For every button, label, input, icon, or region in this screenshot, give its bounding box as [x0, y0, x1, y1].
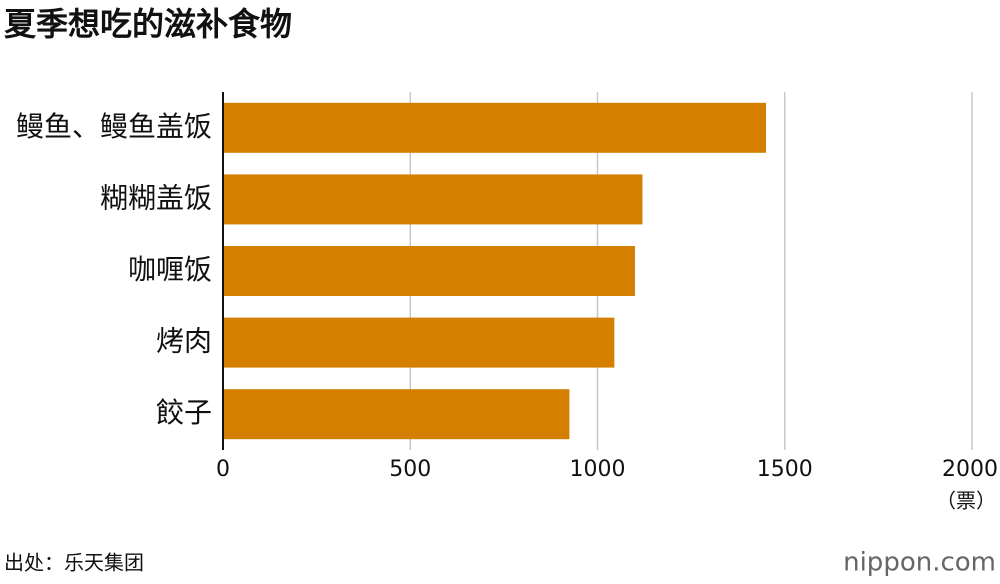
y-tick-label: 鳗鱼、鳗鱼盖饭: [16, 110, 212, 143]
x-unit: （票）: [936, 489, 996, 513]
bar: [223, 317, 615, 368]
chart-title: 夏季想吃的滋补食物: [4, 5, 292, 43]
y-tick-label: 糊糊盖饭: [100, 181, 212, 214]
x-tick-label: 2000: [942, 457, 998, 482]
bar: [223, 102, 767, 153]
brand-logo: nippon.com: [843, 548, 996, 578]
bar: [223, 389, 570, 440]
y-tick-label: 烤肉: [156, 325, 212, 358]
y-tick-label: 咖喱饭: [128, 253, 212, 286]
source: 出处：乐天集团: [4, 551, 144, 575]
x-tick-label: 500: [389, 457, 431, 482]
x-tick-label: 0: [216, 457, 230, 482]
bar: [223, 174, 643, 225]
x-tick-label: 1500: [757, 457, 813, 482]
bar: [223, 246, 635, 296]
y-tick-label: 餃子: [156, 396, 212, 429]
x-tick-label: 1000: [570, 457, 626, 482]
